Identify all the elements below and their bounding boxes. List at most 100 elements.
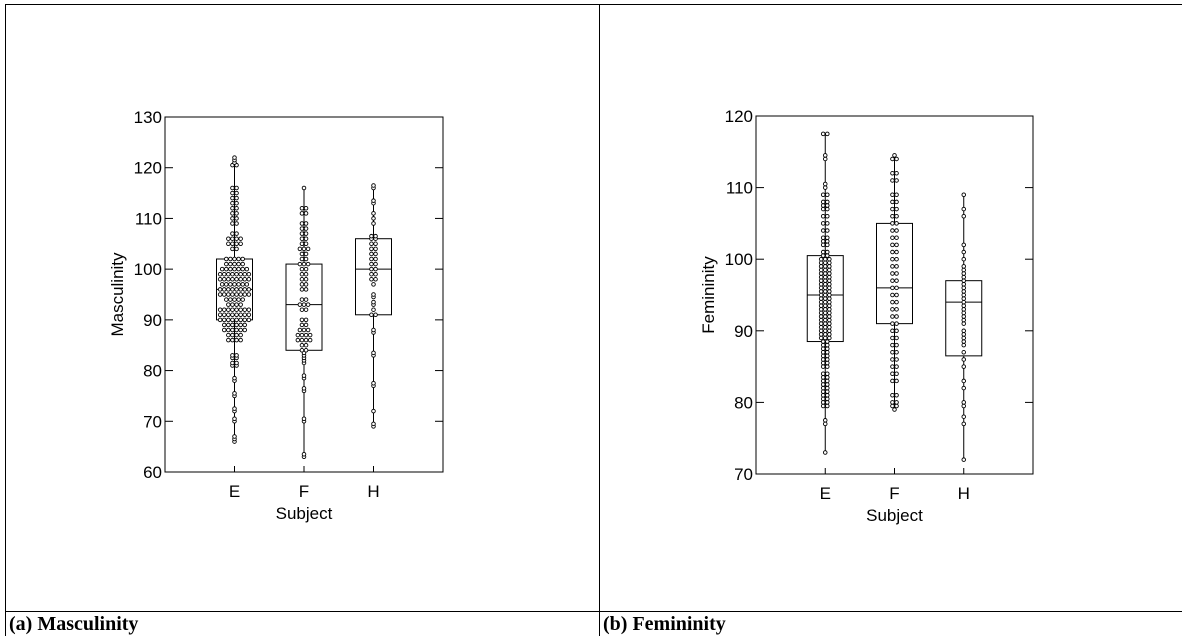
- data-point: [820, 242, 826, 248]
- data-point: [234, 317, 239, 323]
- data-point: [371, 381, 376, 386]
- data-point: [961, 307, 967, 312]
- data-point: [242, 287, 247, 292]
- data-point: [890, 392, 895, 398]
- x-tick-label: H: [367, 482, 379, 501]
- data-point: [823, 271, 828, 276]
- data-point: [961, 296, 967, 301]
- figure-table-border: [5, 4, 1182, 636]
- data-point: [303, 297, 309, 302]
- data-point: [823, 181, 828, 187]
- data-point: [234, 195, 239, 201]
- data-point: [234, 302, 239, 307]
- data-point: [232, 266, 237, 272]
- data-point: [890, 256, 895, 262]
- data-point: [827, 307, 832, 312]
- data-point: [961, 267, 967, 273]
- data-point: [242, 271, 247, 277]
- y-tick-label: 120: [134, 159, 162, 178]
- data-point: [818, 256, 824, 262]
- data-point: [217, 271, 223, 277]
- data-point: [894, 192, 899, 198]
- data-point: [299, 251, 305, 257]
- data-point: [299, 221, 305, 226]
- data-point: [230, 221, 235, 226]
- data-point: [230, 216, 235, 221]
- data-point: [890, 264, 895, 269]
- data-point: [961, 385, 967, 391]
- data-point: [823, 185, 828, 190]
- data-point: [303, 307, 309, 312]
- data-point: [827, 324, 832, 330]
- data-point: [827, 278, 832, 283]
- data-point: [827, 260, 832, 266]
- data-point: [238, 337, 243, 343]
- data-point: [961, 335, 967, 341]
- data-point: [894, 199, 899, 205]
- data-point: [303, 348, 309, 353]
- x-tick-label: F: [889, 484, 899, 503]
- data-point: [217, 312, 223, 318]
- data-point: [234, 236, 239, 241]
- data-point: [820, 357, 826, 362]
- data-point: [226, 312, 231, 318]
- data-point: [820, 371, 826, 377]
- data-point: [818, 328, 824, 334]
- data-point: [226, 302, 231, 307]
- data-point: [238, 302, 243, 307]
- data-point: [226, 337, 231, 343]
- data-point: [825, 346, 830, 351]
- data-point: [217, 287, 223, 292]
- data-point: [825, 199, 830, 205]
- data-point: [827, 289, 832, 294]
- data-point: [894, 271, 899, 276]
- data-point: [230, 302, 235, 307]
- data-point: [890, 206, 895, 212]
- data-point: [823, 285, 828, 291]
- data-point: [890, 292, 895, 298]
- data-point: [890, 321, 895, 326]
- data-point: [961, 314, 967, 319]
- data-point: [369, 271, 374, 277]
- data-point: [303, 282, 309, 287]
- data-point: [890, 307, 895, 312]
- data-point: [232, 155, 237, 160]
- data-point: [238, 277, 243, 282]
- data-point: [894, 235, 899, 240]
- y-tick-label: 70: [143, 412, 162, 431]
- data-point: [234, 332, 239, 338]
- data-point: [373, 312, 378, 318]
- data-point: [236, 256, 241, 262]
- data-point: [238, 317, 243, 323]
- data-point: [890, 192, 895, 198]
- data-point: [221, 327, 227, 333]
- y-tick-label: 90: [734, 322, 753, 341]
- data-point: [232, 256, 237, 262]
- data-point: [818, 321, 824, 326]
- data-point: [228, 261, 233, 267]
- data-point: [894, 307, 899, 312]
- data-point: [369, 277, 374, 282]
- data-point: [238, 327, 243, 333]
- data-point: [371, 221, 376, 226]
- y-tick-label: 100: [134, 260, 162, 279]
- data-point: [301, 386, 307, 391]
- data-point: [823, 289, 828, 294]
- data-point: [303, 221, 309, 226]
- data-point: [961, 339, 967, 344]
- data-point: [303, 206, 309, 211]
- data-point: [234, 287, 239, 292]
- data-point: [820, 364, 826, 369]
- data-point: [818, 285, 824, 291]
- data-point: [820, 360, 826, 366]
- data-point: [818, 271, 824, 276]
- data-point: [894, 292, 899, 298]
- data-point: [825, 364, 830, 369]
- data-point: [825, 403, 830, 409]
- data-point: [825, 342, 830, 348]
- data-point: [894, 321, 899, 326]
- data-point: [820, 192, 826, 198]
- data-point: [371, 292, 376, 297]
- data-point: [890, 156, 895, 162]
- data-point: [825, 396, 830, 402]
